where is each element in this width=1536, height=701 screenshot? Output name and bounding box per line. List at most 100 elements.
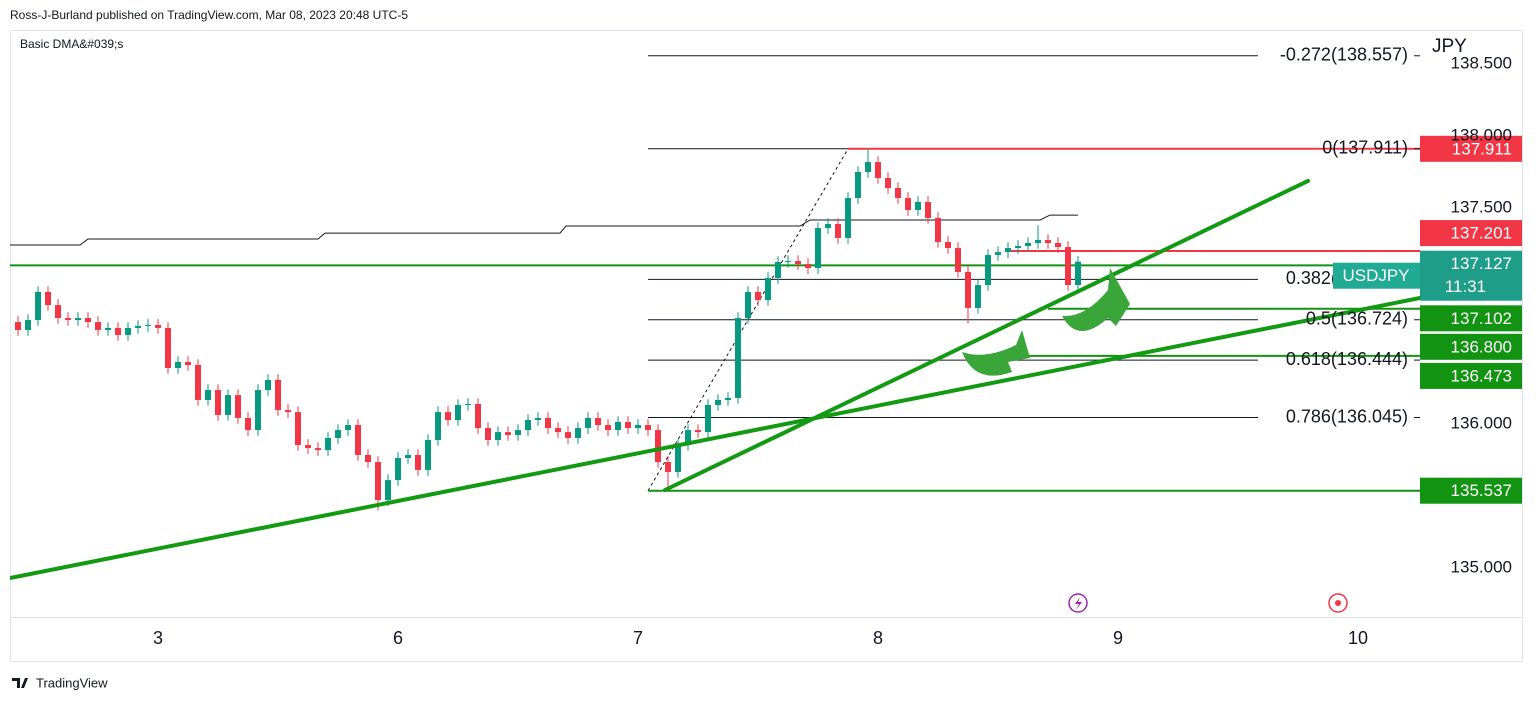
candle-body xyxy=(655,430,661,463)
fib-label: 0.5(136.724) xyxy=(1306,309,1408,329)
candle-body xyxy=(615,422,621,431)
candle-body xyxy=(455,405,461,420)
candle-body xyxy=(285,410,291,413)
candle-body xyxy=(25,320,31,330)
arrow xyxy=(1062,268,1130,332)
candle-body xyxy=(365,454,371,463)
candle-body xyxy=(595,417,601,426)
candle-body xyxy=(1075,261,1081,286)
candle-body xyxy=(335,430,341,438)
candle-body xyxy=(755,291,761,301)
fib-label: 0(137.911) xyxy=(1322,138,1408,158)
candle-body xyxy=(955,248,961,272)
candle-body xyxy=(215,390,221,415)
candle-body xyxy=(375,462,381,501)
candle-body xyxy=(495,432,501,441)
candle-body xyxy=(915,201,921,211)
candle-body xyxy=(515,430,521,435)
candle-body xyxy=(315,448,321,451)
candle-body xyxy=(1035,239,1041,243)
candle-body xyxy=(95,322,101,330)
price-box-label: 137.102 xyxy=(1451,309,1512,328)
candle-body xyxy=(765,277,771,301)
fib-label: -0.272(138.557) xyxy=(1280,45,1408,65)
event-icon[interactable] xyxy=(1328,593,1348,613)
candle-body xyxy=(925,201,931,218)
candle-body xyxy=(995,252,1001,255)
candle-body xyxy=(565,432,571,438)
candle-body xyxy=(35,291,41,321)
candle-body xyxy=(105,327,111,330)
candle-body xyxy=(695,430,701,433)
candle-body xyxy=(205,390,211,400)
candle-body xyxy=(425,440,431,470)
candle-body xyxy=(715,399,721,406)
candle-body xyxy=(1025,242,1031,247)
candle-body xyxy=(725,397,731,400)
candle-body xyxy=(75,318,81,321)
candle-body xyxy=(585,417,591,429)
candle-body xyxy=(745,291,751,319)
candle-body xyxy=(175,361,181,369)
candle-body xyxy=(935,217,941,242)
candle-body xyxy=(675,445,681,472)
candle-body xyxy=(1065,247,1071,286)
candle-body xyxy=(305,445,311,449)
plot xyxy=(10,55,1420,580)
candle-body xyxy=(815,228,821,269)
candle-body xyxy=(275,379,281,411)
candle-body xyxy=(505,432,511,435)
candle-body xyxy=(605,425,611,431)
candle-body xyxy=(555,428,561,433)
price-box-label: 137.201 xyxy=(1451,224,1512,243)
candle-body xyxy=(65,318,71,321)
frame xyxy=(10,30,1523,662)
candle-body xyxy=(295,412,301,446)
candle-body xyxy=(465,404,471,406)
price-box xyxy=(1420,305,1522,332)
candle-body xyxy=(635,425,641,429)
candle-body xyxy=(1005,248,1011,253)
x-tick-label: 9 xyxy=(1113,628,1123,648)
x-tick-label: 6 xyxy=(393,628,403,648)
price-box xyxy=(1420,333,1522,360)
price-box-label: 136.473 xyxy=(1451,366,1512,385)
candle-body xyxy=(895,187,901,199)
candle-body xyxy=(475,404,481,429)
candle-body xyxy=(795,260,801,265)
candle-body xyxy=(255,390,261,431)
trend-line xyxy=(10,296,1420,580)
fib-label: 0.786(136.045) xyxy=(1286,406,1408,426)
price-box xyxy=(1420,220,1522,247)
brand: TradingView xyxy=(36,675,108,690)
candle-body xyxy=(865,162,871,172)
candle-body xyxy=(485,428,491,441)
candle-body xyxy=(115,327,121,336)
price-box xyxy=(1420,362,1522,389)
price-box xyxy=(1420,477,1522,504)
candle-body xyxy=(405,454,411,459)
candle-body xyxy=(385,480,391,501)
candle-body xyxy=(855,171,861,199)
candle-body xyxy=(445,412,451,420)
candle-body xyxy=(45,291,51,306)
candle-body xyxy=(345,425,351,431)
candle-body xyxy=(545,417,551,429)
currency: JPY xyxy=(1432,36,1467,57)
candle-body xyxy=(525,419,531,431)
candle-body xyxy=(845,198,851,238)
price-box xyxy=(1420,135,1522,162)
event-icon[interactable] xyxy=(1068,593,1088,613)
candle-body xyxy=(415,454,421,470)
candle-body xyxy=(905,198,911,211)
y-tick-label: 137.500 xyxy=(1451,197,1512,216)
candle-body xyxy=(535,417,541,420)
candle-body xyxy=(805,264,811,269)
candle-body xyxy=(55,305,61,319)
candle-body xyxy=(945,241,951,249)
x-tick-label: 10 xyxy=(1348,628,1368,648)
currency-bg xyxy=(1424,34,1468,60)
candle-body xyxy=(155,324,161,328)
candle-body xyxy=(355,425,361,455)
